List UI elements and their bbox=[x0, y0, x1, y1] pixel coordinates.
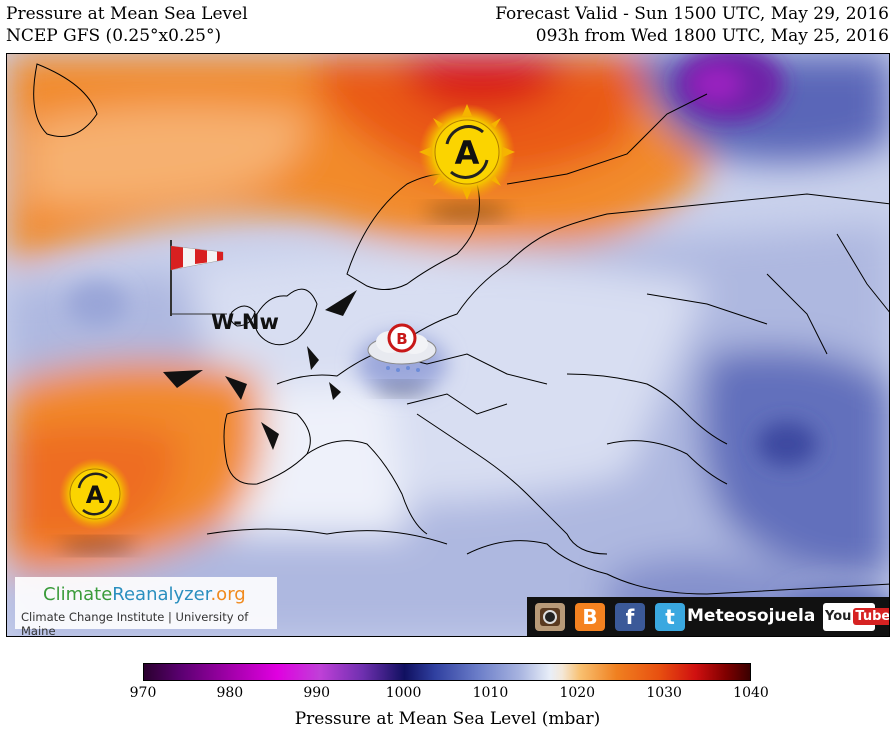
social-bar: B f t Meteosojuela You Tube bbox=[527, 597, 889, 636]
colorbar-title: Pressure at Mean Sea Level (mbar) bbox=[294, 709, 601, 729]
facebook-icon[interactable]: f bbox=[615, 603, 645, 631]
high-pressure-icon: A bbox=[59, 458, 131, 530]
wind-direction-label: W-Nw bbox=[211, 310, 279, 334]
high-symbol: A bbox=[86, 481, 105, 509]
youtube-icon[interactable]: You Tube bbox=[823, 603, 889, 631]
wind-arrow-icon bbox=[261, 422, 279, 450]
colorbar-tick-1030: 1030 bbox=[646, 685, 682, 701]
wind-arrow-icon bbox=[325, 290, 357, 316]
instagram-icon[interactable] bbox=[535, 603, 565, 631]
wind-arrow-icon bbox=[225, 376, 247, 400]
credits-box: ClimateReanalyzer.org Climate Change Ins… bbox=[15, 577, 277, 636]
colorbar-tick-990: 990 bbox=[303, 685, 331, 701]
pressure-map: A A B W-Nw bbox=[6, 53, 890, 637]
twitter-icon[interactable]: t bbox=[655, 603, 685, 631]
low-pressure-icon: B bbox=[367, 323, 437, 372]
colorbar-tick-1040: 1040 bbox=[733, 685, 769, 701]
windsock-icon bbox=[170, 240, 227, 316]
low-symbol: B bbox=[396, 330, 407, 348]
wind-arrow-icon bbox=[163, 370, 203, 388]
account-name: Meteosojuela bbox=[687, 606, 816, 626]
map-title: Pressure at Mean Sea Level bbox=[6, 4, 248, 24]
colorbar-tick-970: 970 bbox=[129, 685, 157, 701]
wind-arrows bbox=[163, 290, 357, 450]
forecast-valid: Forecast Valid - Sun 1500 UTC, May 29, 2… bbox=[495, 4, 889, 24]
colorbar-tick-1000: 1000 bbox=[385, 685, 422, 701]
colorbar-tick-980: 980 bbox=[216, 685, 244, 701]
institution-text: Climate Change Institute | University of… bbox=[21, 610, 249, 637]
high-symbol: A bbox=[455, 134, 480, 172]
colorbar-tick-1010: 1010 bbox=[472, 685, 509, 701]
model-name: NCEP GFS (0.25°x0.25°) bbox=[6, 26, 222, 46]
climate-reanalyzer-logo[interactable]: ClimateReanalyzer.org bbox=[43, 584, 246, 605]
high-pressure-icon: A bbox=[419, 104, 515, 200]
pressure-colorbar bbox=[143, 663, 751, 681]
wind-arrow-icon bbox=[329, 382, 341, 400]
colorbar-tick-1020: 1020 bbox=[559, 685, 596, 701]
wind-arrow-icon bbox=[307, 346, 319, 370]
forecast-run: 093h from Wed 1800 UTC, May 25, 2016 bbox=[535, 26, 889, 46]
blogger-icon[interactable]: B bbox=[575, 603, 605, 631]
